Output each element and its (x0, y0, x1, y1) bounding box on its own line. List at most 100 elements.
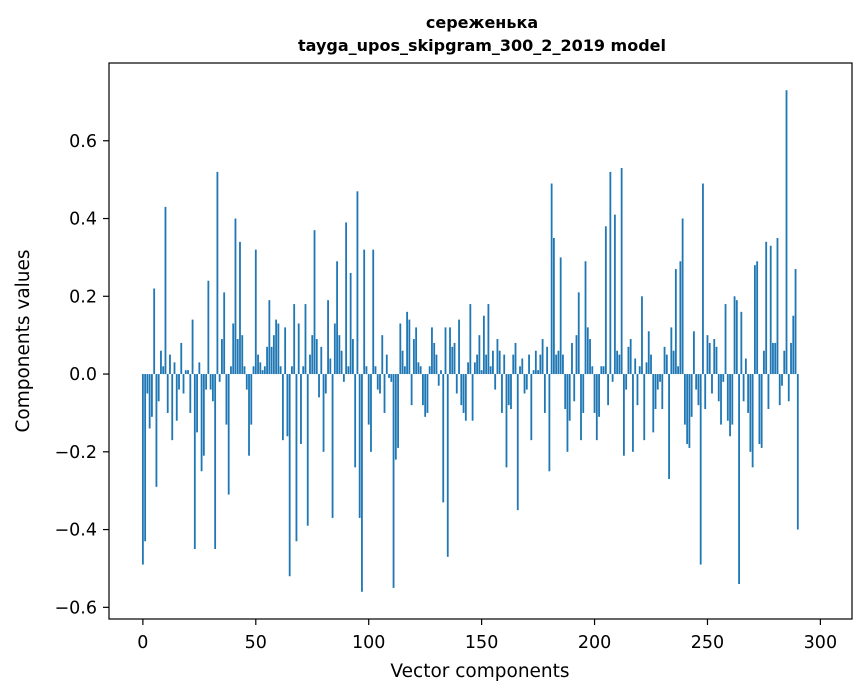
x-axis-ticks: 0 50 100 150 200 250 300 (137, 619, 837, 653)
bar-component-263 (735, 300, 738, 375)
bar-component-129 (433, 342, 436, 375)
bar-component-288 (792, 315, 795, 375)
bar-component-276 (765, 241, 768, 375)
bar-component-179 (546, 346, 549, 375)
y-axis-label: Components values (13, 249, 34, 432)
bar-component-166 (516, 374, 519, 511)
y-tick-label: 0.6 (69, 132, 97, 152)
bar-component-197 (586, 327, 589, 375)
bar-component-279 (772, 342, 774, 375)
bar-component-124 (422, 374, 424, 406)
bar-component-246 (697, 374, 700, 406)
bar-component-269 (749, 374, 752, 452)
bar-component-183 (555, 354, 558, 375)
bar-component-232 (665, 354, 668, 375)
bar-component-219 (636, 374, 639, 406)
x-tick-label: 200 (578, 633, 611, 653)
bar-component-128 (431, 327, 433, 375)
bar-component-152 (485, 354, 488, 375)
bar-component-235 (672, 350, 675, 375)
bar-component-97 (361, 374, 363, 592)
bar-component-32 (214, 374, 217, 550)
bar-component-108 (385, 354, 388, 375)
bar-component-285 (785, 90, 788, 375)
bar-component-135 (446, 374, 449, 557)
bar-component-245 (695, 374, 698, 390)
bar-component-94 (354, 374, 357, 468)
bar-component-39 (230, 366, 232, 375)
bar-component-114 (399, 323, 402, 375)
bar-component-184 (557, 350, 560, 375)
bar-component-36 (223, 292, 226, 375)
bar-component-125 (424, 374, 427, 417)
x-tick-label: 150 (465, 633, 498, 653)
bar-component-198 (589, 339, 591, 375)
y-tick-label: 0.0 (69, 365, 97, 385)
bar-component-15 (175, 374, 178, 421)
bar-component-275 (763, 350, 765, 375)
bar-component-90 (345, 222, 348, 375)
bar-component-180 (548, 374, 551, 472)
bar-component-104 (376, 374, 379, 390)
bar-component-42 (236, 339, 239, 375)
y-tick-label: −0.6 (55, 598, 98, 618)
bar-component-222 (643, 374, 646, 441)
bar-component-270 (751, 374, 754, 468)
bar-component-209 (613, 214, 616, 375)
bar-component-54 (263, 366, 266, 375)
bar-component-79 (320, 346, 323, 375)
bar-component-41 (234, 218, 237, 375)
plot-frame (108, 62, 853, 620)
bar-component-231 (663, 346, 666, 375)
bar-component-98 (363, 249, 366, 375)
bar-component-257 (722, 374, 725, 382)
bar-component-176 (539, 354, 542, 375)
bar-component-192 (575, 335, 578, 375)
bar-component-203 (600, 366, 603, 375)
bar-component-17 (180, 342, 183, 375)
bar-component-254 (715, 346, 718, 375)
bar-component-139 (455, 374, 458, 394)
bar-component-215 (627, 346, 630, 375)
x-tick-label: 300 (804, 633, 837, 653)
bar-component-164 (512, 354, 515, 375)
bar-component-126 (426, 374, 429, 413)
bar-component-4 (151, 374, 153, 417)
bar-component-213 (623, 374, 625, 456)
bar-component-116 (403, 366, 406, 375)
bar-component-18 (182, 374, 185, 394)
x-tick-label: 100 (352, 633, 385, 653)
bar-component-40 (232, 323, 235, 375)
bar-component-191 (573, 374, 576, 402)
bar-component-282 (778, 374, 781, 406)
bar-component-280 (774, 342, 777, 375)
bar-component-233 (668, 374, 670, 480)
bar-component-286 (787, 374, 790, 402)
bar-component-155 (492, 350, 494, 375)
bar-component-148 (476, 354, 479, 375)
bar-component-22 (191, 319, 194, 375)
bar-component-65 (288, 374, 291, 577)
bar-component-43 (239, 241, 241, 375)
bar-component-64 (286, 374, 289, 437)
bar-component-156 (494, 374, 497, 390)
bar-component-195 (582, 374, 585, 413)
bar-component-29 (207, 280, 210, 375)
bar-component-145 (469, 304, 472, 375)
bar-component-109 (388, 374, 390, 378)
bar-component-151 (482, 315, 485, 375)
bar-component-107 (383, 374, 386, 413)
bar-component-112 (394, 374, 397, 460)
bar-component-10 (164, 206, 167, 375)
bar-component-236 (674, 269, 677, 375)
bar-component-133 (442, 374, 445, 503)
bar-component-16 (178, 374, 180, 390)
bar-component-256 (720, 374, 722, 425)
bar-component-261 (731, 374, 734, 425)
bar-component-158 (498, 350, 501, 375)
bar-component-71 (302, 366, 305, 375)
bar-component-131 (437, 374, 440, 386)
bar-component-117 (406, 311, 409, 375)
bar-component-221 (641, 296, 643, 375)
bar-component-174 (534, 350, 537, 375)
